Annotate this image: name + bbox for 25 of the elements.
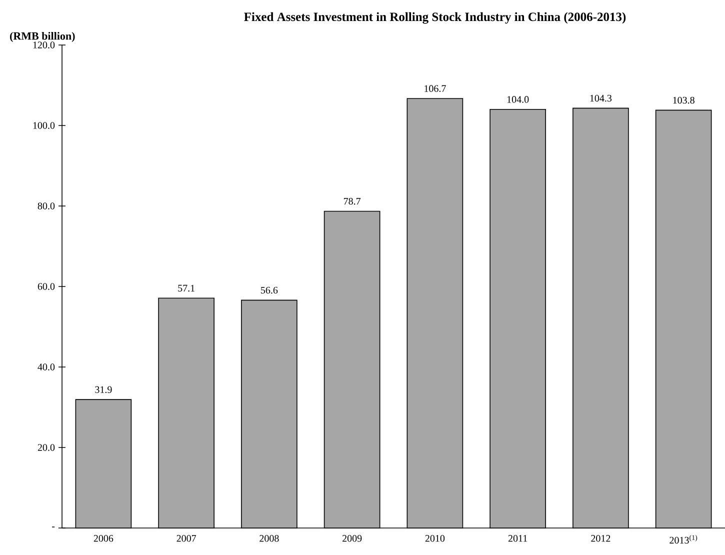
y-tick-label: 20.0 (38, 444, 55, 451)
x-tick-label: 2009 (342, 535, 362, 542)
data-label: 78.7 (344, 198, 361, 205)
y-tick-label: 80.0 (38, 202, 55, 210)
data-label: 104.0 (507, 96, 529, 103)
y-tick-label: 60.0 (38, 283, 55, 290)
data-label: 57.1 (178, 284, 194, 292)
y-tick-label: 120.0 (33, 42, 55, 48)
chart-title: Fixed Assets Investment in Rolling Stock Industry in China (2006-2013) (244, 12, 626, 24)
x-tick-label: 2008 (260, 535, 279, 542)
data-label: 56.6 (261, 286, 278, 294)
data-label: 104.3 (590, 94, 612, 102)
x-tick-label: 2007 (176, 535, 196, 542)
x-tick-label: 2012 (591, 535, 610, 542)
y-tick-label: - (52, 526, 55, 528)
x-tick-label: 2013$^{(1)}$ (670, 535, 698, 544)
data-label: 103.8 (673, 96, 694, 104)
x-tick-label: 2006 (94, 535, 114, 542)
y-tick-label: 40.0 (38, 364, 55, 370)
y-tick-label: 100.0 (33, 122, 55, 129)
data-label: 106.7 (424, 85, 446, 92)
x-tick-label: 2010 (425, 535, 445, 542)
x-tick-label: 2011 (508, 535, 528, 542)
y-axis-title: (RMB billion) (10, 32, 75, 42)
data-label: 31.9 (95, 386, 112, 394)
